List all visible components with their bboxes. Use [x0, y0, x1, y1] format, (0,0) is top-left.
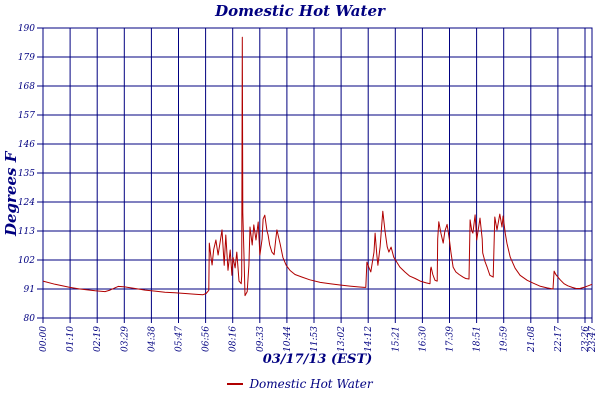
- chart-title: Domestic Hot Water: [215, 2, 385, 20]
- y-tick-label: 168: [18, 82, 35, 92]
- x-tick-label: 16:30: [418, 326, 428, 352]
- y-tick-label: 91: [24, 285, 35, 295]
- x-tick-label: 09:33: [256, 326, 266, 352]
- x-tick-label: 10:44: [283, 326, 293, 352]
- x-tick-label: 13:02: [337, 326, 347, 352]
- y-tick-label: 179: [18, 53, 35, 63]
- x-tick-label: 00:00: [39, 326, 49, 352]
- x-tick-label: 02:19: [93, 326, 103, 352]
- y-tick-label: 102: [18, 256, 35, 266]
- x-tick-label: 14:12: [364, 326, 374, 352]
- legend: Domestic Hot Water: [0, 377, 600, 391]
- series-line: [42, 36, 593, 297]
- y-tick-label: 190: [18, 24, 35, 34]
- x-tick-label: 15:21: [391, 326, 401, 352]
- x-tick-label: 11:53: [310, 326, 320, 352]
- x-tick-label: 01:10: [66, 326, 76, 352]
- x-tick-label: 06:56: [202, 326, 212, 352]
- x-tick-label: 03:29: [120, 326, 130, 352]
- x-tick-label: 08:16: [229, 326, 239, 352]
- x-axis-title: 03/17/13 (EST): [262, 352, 373, 367]
- x-tick-label: 23:26: [581, 326, 591, 353]
- y-tick-label: 124: [18, 198, 35, 208]
- legend-line-swatch: [227, 383, 244, 385]
- x-tick-label: 17:39: [446, 326, 456, 352]
- y-tick-label: 113: [18, 227, 35, 237]
- x-tick-label: 18:51: [473, 326, 483, 352]
- x-tick-label: 23:47: [588, 326, 598, 353]
- x-tick-label: 22:17: [554, 326, 564, 353]
- x-tick-label: 21:08: [527, 326, 537, 353]
- y-tick-label: 135: [18, 169, 35, 179]
- x-tick-label: 04:38: [147, 326, 157, 352]
- plot-area: 80 91 102 113 124 135 146 157 168 179 190 00:00 01:1…: [18, 24, 598, 353]
- y-tick-label: 80: [24, 314, 36, 324]
- plot-border: [42, 27, 593, 319]
- x-tick-label: 19:59: [500, 326, 510, 352]
- x-tick-label: 05:47: [175, 326, 185, 352]
- legend-series-label: Domestic Hot Water: [249, 377, 373, 391]
- y-tick-label: 146: [18, 140, 35, 150]
- y-tick-label: 157: [18, 111, 35, 121]
